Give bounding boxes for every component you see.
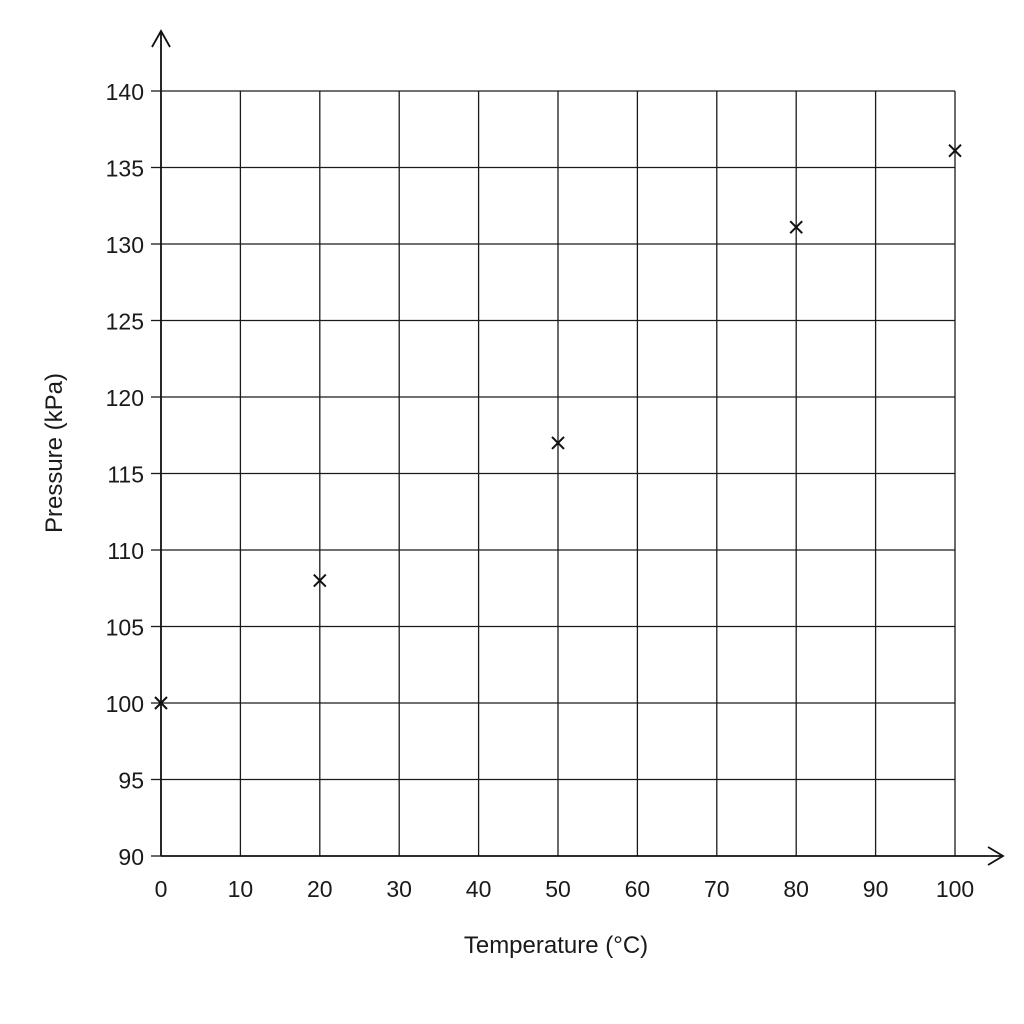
- x-tick-label: 30: [386, 876, 412, 902]
- x-tick-label: 70: [704, 876, 730, 902]
- y-tick-label: 105: [106, 615, 144, 641]
- y-tick-label: 95: [118, 768, 144, 794]
- chart-grid: [151, 91, 955, 856]
- x-tick-label: 40: [466, 876, 492, 902]
- x-tick-label: 0: [155, 876, 168, 902]
- y-tick-label: 120: [106, 385, 144, 411]
- y-tick-label: 90: [118, 844, 144, 870]
- x-tick-label: 10: [228, 876, 254, 902]
- x-tick-label: 90: [863, 876, 889, 902]
- x-axis-title: Temperature (°C): [464, 932, 648, 959]
- x-tick-label: 50: [545, 876, 571, 902]
- y-tick-label: 140: [106, 79, 144, 105]
- y-axis-title: Pressure (kPa): [41, 373, 68, 533]
- y-tick-label: 100: [106, 691, 144, 717]
- x-tick-label: 60: [625, 876, 651, 902]
- x-tick-label: 80: [783, 876, 809, 902]
- y-tick-label: 115: [107, 462, 144, 488]
- y-tick-labels: 90 95 100 105 110 115 120 125 130 135 140: [106, 79, 144, 870]
- x-tick-labels: 0 10 20 30 40 50 60 70 80 90 100: [155, 876, 975, 902]
- y-tick-label: 130: [106, 232, 144, 258]
- x-tick-label: 20: [307, 876, 333, 902]
- x-tick-label: 100: [936, 876, 974, 902]
- y-tick-label: 110: [107, 538, 144, 564]
- y-tick-label: 125: [106, 309, 144, 335]
- y-tick-label: 135: [106, 156, 144, 182]
